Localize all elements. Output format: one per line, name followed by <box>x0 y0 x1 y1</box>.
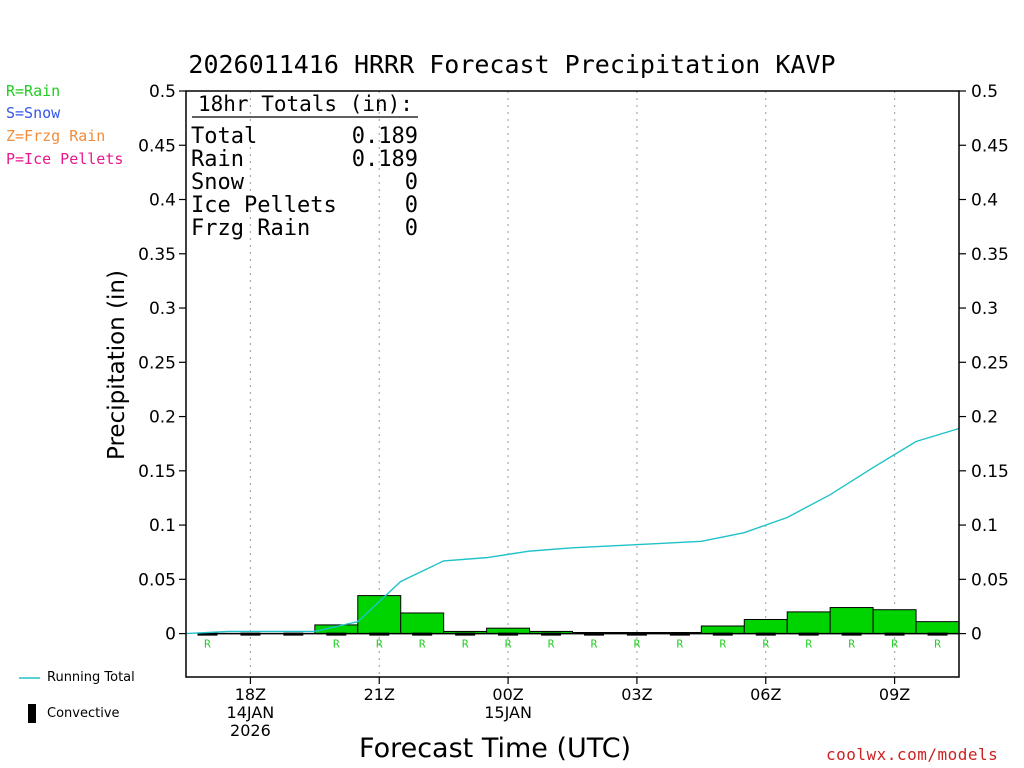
y-tick-label-left: 0.45 <box>138 136 176 156</box>
totals-label-snow: Snow <box>191 170 244 195</box>
y-tick-label-right: 0.45 <box>971 136 1009 156</box>
y-tick-label-left: 0.15 <box>138 462 176 482</box>
legend-ice-pellets: P=Ice Pellets <box>6 150 124 168</box>
totals-label-total: Total <box>191 124 258 149</box>
y-tick-label-left: 0.05 <box>138 570 176 590</box>
credit-text: coolwx.com/models <box>826 745 999 764</box>
convective-legend-label: Convective <box>47 706 120 721</box>
x-tick-label: 14JAN <box>227 703 275 722</box>
totals-value-snow: 0 <box>404 170 418 195</box>
totals-value-freezing-rain: 0 <box>404 216 418 241</box>
precip-type-marker: R <box>805 638 812 651</box>
precip-type-marker: R <box>419 638 426 651</box>
x-axis-label: Forecast Time (UTC) <box>359 733 632 764</box>
precip-type-marker: R <box>677 638 684 651</box>
precip-bar <box>400 612 445 635</box>
y-tick-label-left: 0 <box>165 625 176 645</box>
precip-bar <box>915 621 960 635</box>
y-tick-label-right: 0.15 <box>971 462 1009 482</box>
x-tick-label: 09Z <box>879 685 910 704</box>
precip-type-marker: R <box>848 638 855 651</box>
y-tick-label-left: 0.5 <box>149 82 176 102</box>
totals-value-total: 0.189 <box>351 124 418 149</box>
precip-type-marker: R <box>634 638 641 651</box>
precip-type-marker: R <box>762 638 769 651</box>
precip-type-marker: R <box>934 638 941 651</box>
precip-type-marker: R <box>376 638 383 651</box>
precip-type-marker: R <box>462 638 469 651</box>
precip-type-marker: R <box>204 638 211 651</box>
legend-rain: R=Rain <box>6 82 61 100</box>
y-tick-label-right: 0.3 <box>971 299 998 319</box>
precip-type-marker: R <box>333 638 340 651</box>
totals-label-rain: Rain <box>191 147 244 172</box>
plot-frame <box>185 90 960 678</box>
chart-title: 2026011416 HRRR Forecast Precipitation K… <box>188 50 836 79</box>
convective-swatch <box>28 704 36 723</box>
y-tick-label-right: 0 <box>971 625 982 645</box>
totals-value-rain: 0.189 <box>351 147 418 172</box>
precip-type-marker: R <box>591 638 598 651</box>
totals-label-freezing-rain: Frzg Rain <box>191 216 311 241</box>
y-tick-label-left: 0.3 <box>149 299 176 319</box>
x-tick-label: 06Z <box>750 685 781 704</box>
precip-bar <box>743 618 788 635</box>
precip-type-marker: R <box>548 638 555 651</box>
precip-bar <box>700 625 745 635</box>
y-tick-label-left: 0.1 <box>149 516 176 536</box>
totals-value-ice-pellets: 0 <box>404 193 418 218</box>
x-tick-label: 21Z <box>364 685 395 704</box>
y-tick-label-right: 0.35 <box>971 245 1009 265</box>
y-axis-label: Precipitation (in) <box>104 270 130 460</box>
y-tick-label-right: 0.4 <box>971 191 998 211</box>
precip-type-marker: R <box>719 638 726 651</box>
x-tick-label: 15JAN <box>484 703 532 722</box>
y-tick-label-right: 0.5 <box>971 82 998 102</box>
y-tick-label-left: 0.25 <box>138 353 176 373</box>
y-tick-label-left: 0.2 <box>149 408 176 428</box>
y-tick-label-right: 0.2 <box>971 408 998 428</box>
x-tick-label: 03Z <box>621 685 652 704</box>
legend-snow: S=Snow <box>6 104 61 122</box>
y-tick-label-right: 0.05 <box>971 570 1009 590</box>
x-tick-label: 2026 <box>230 721 271 740</box>
legend-freezing-rain: Z=Frzg Rain <box>6 127 106 145</box>
precip-type-marker: R <box>505 638 512 651</box>
running-total-legend-label: Running Total <box>47 670 135 685</box>
x-tick-label: 18Z <box>235 685 266 704</box>
y-tick-label-left: 0.35 <box>138 245 176 265</box>
x-tick-label: 00Z <box>492 685 523 704</box>
precip-bar <box>829 607 874 635</box>
precip-bar <box>786 611 831 635</box>
y-tick-label-left: 0.4 <box>149 191 176 211</box>
totals-heading: 18hr Totals (in): <box>198 92 413 116</box>
running-total-line <box>185 427 960 635</box>
y-tick-label-right: 0.1 <box>971 516 998 536</box>
precip-bar <box>872 609 917 635</box>
precip-type-marker: R <box>891 638 898 651</box>
totals-label-ice-pellets: Ice Pellets <box>191 193 337 218</box>
y-tick-label-right: 0.25 <box>971 353 1009 373</box>
